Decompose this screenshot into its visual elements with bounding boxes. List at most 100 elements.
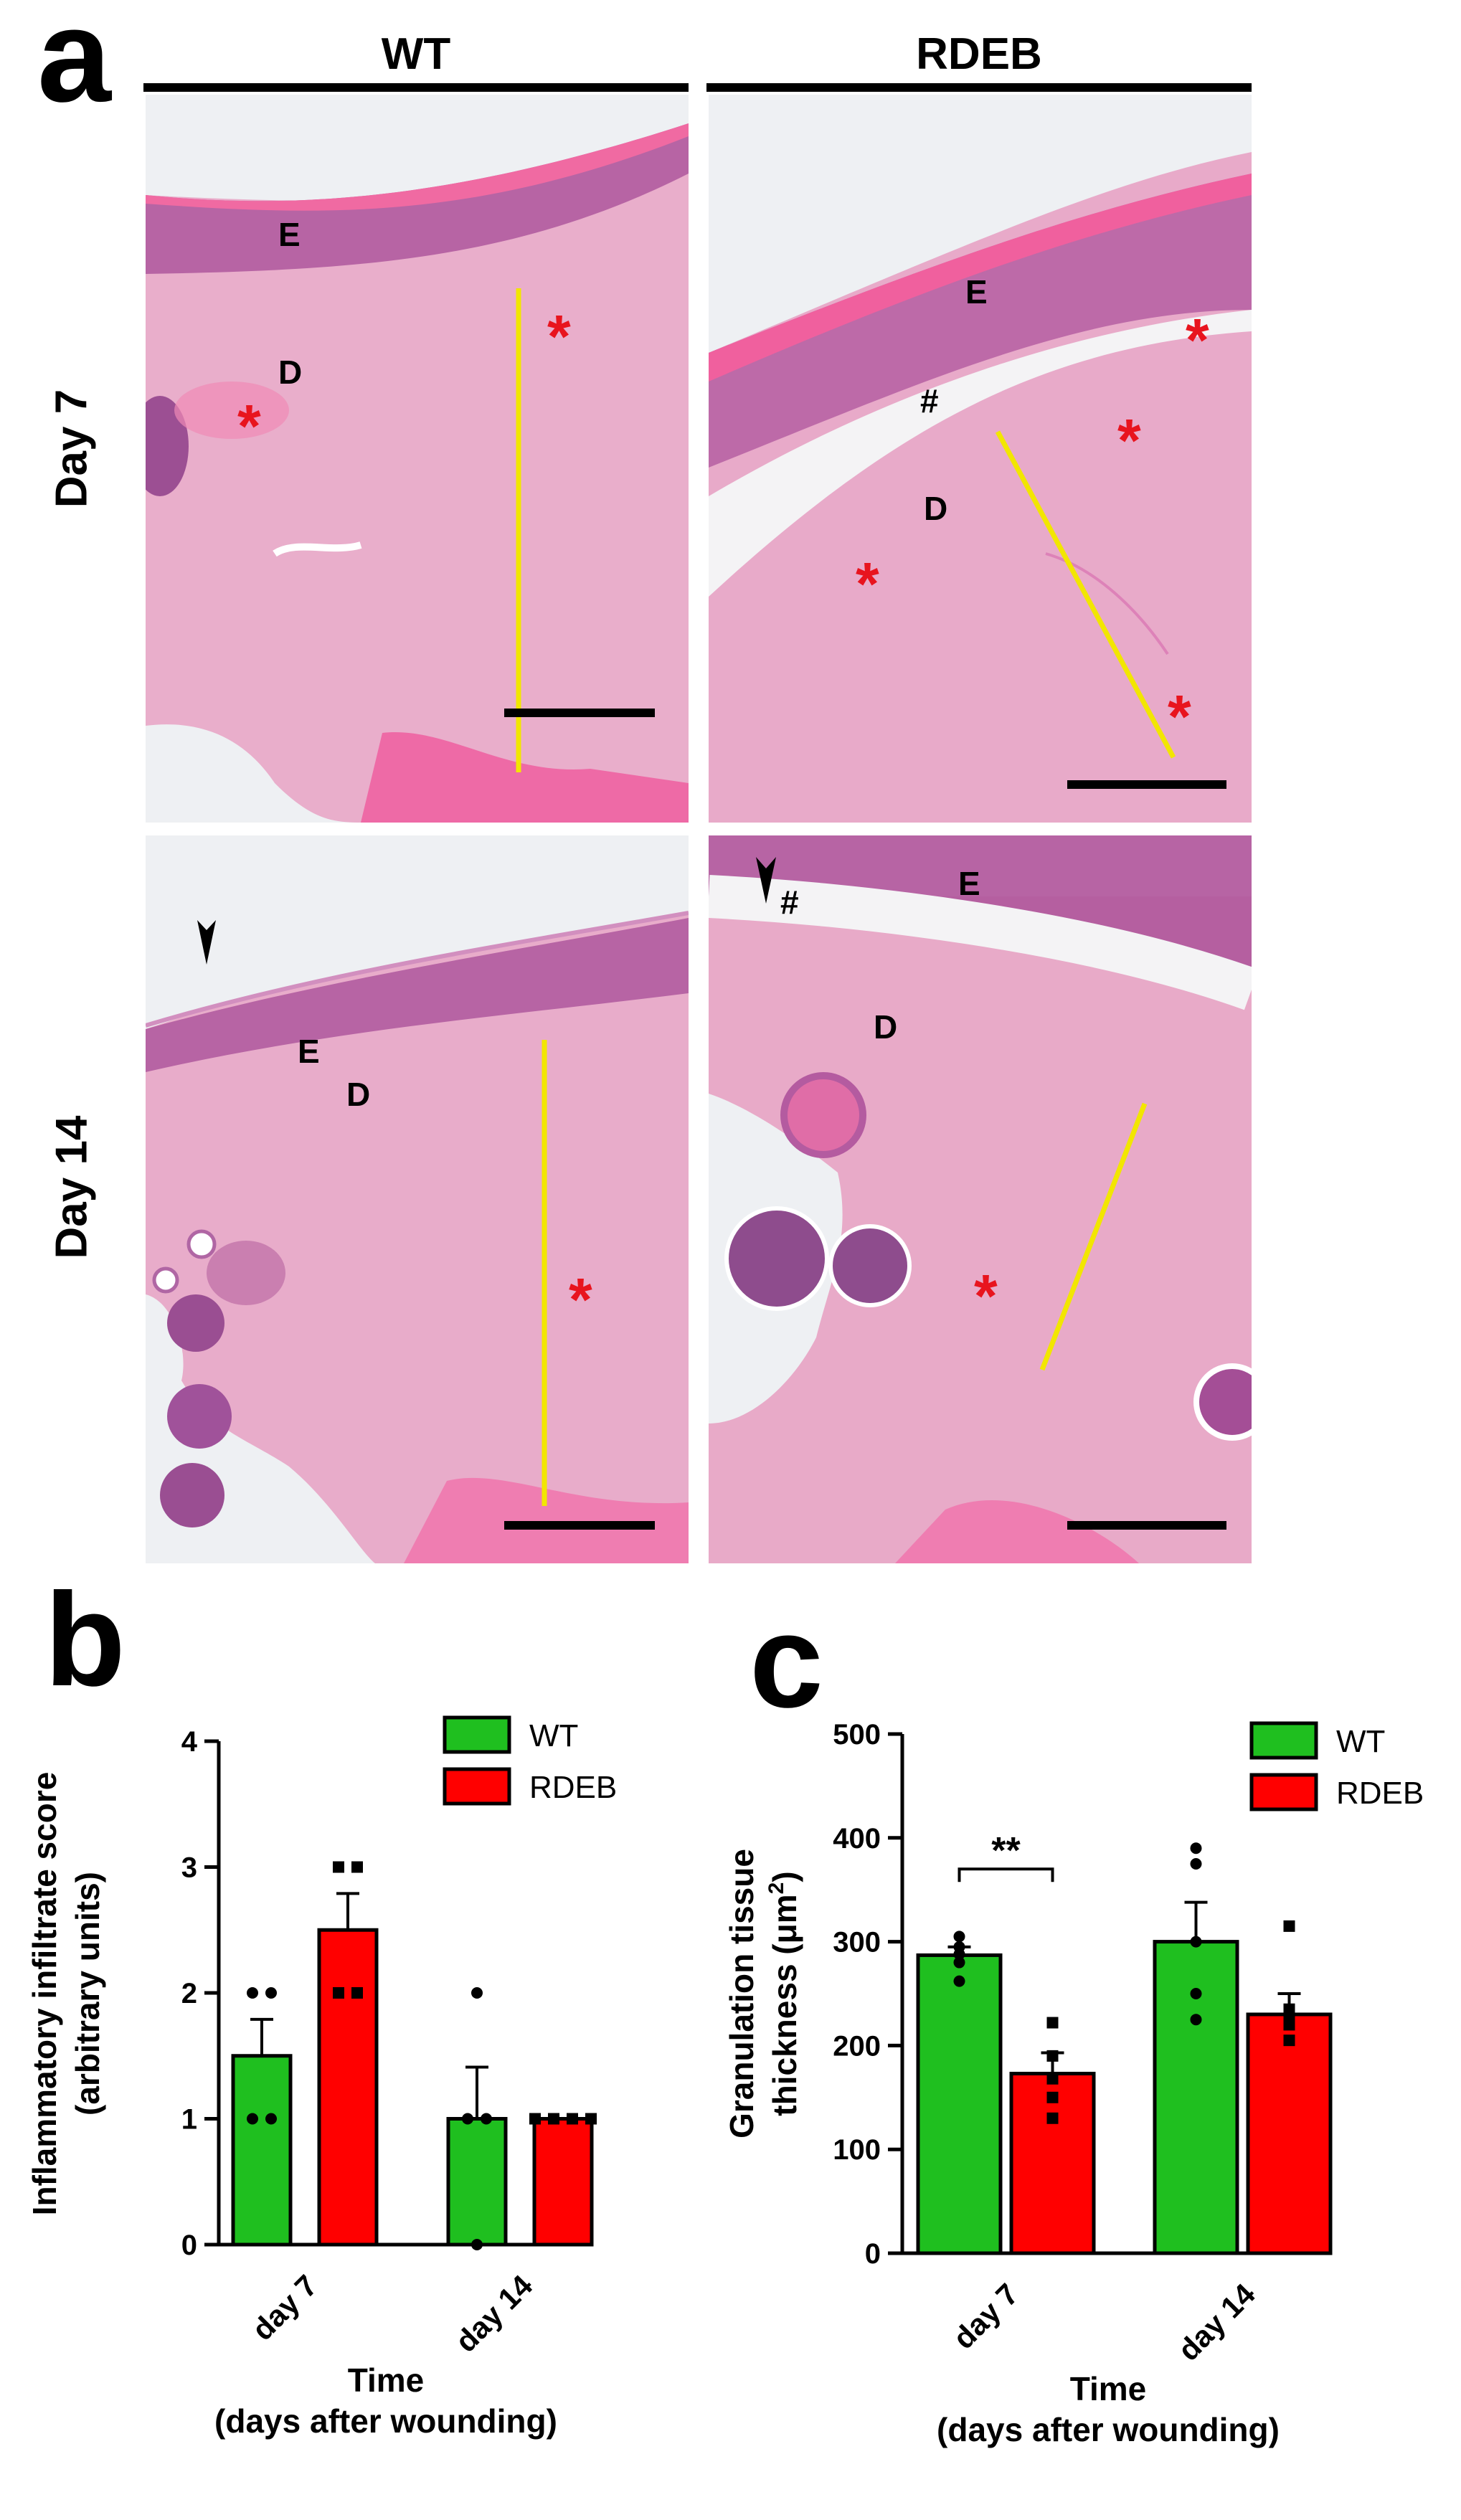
y-tick-label: 1 — [181, 2104, 197, 2136]
data-point — [462, 2113, 473, 2125]
legend-label-rdeb: RDEB — [1336, 1776, 1424, 1811]
data-point — [1283, 1920, 1295, 1932]
y-axis-unit-superscript: 2 — [765, 1882, 788, 1895]
data-point — [1283, 2035, 1295, 2047]
y-tick-label: 0 — [865, 2238, 881, 2270]
data-point — [953, 1948, 965, 1960]
data-point — [529, 2113, 541, 2125]
column-bar-rdeb — [706, 83, 1252, 92]
bar-rdeb-day7 — [317, 1928, 379, 2247]
data-point — [333, 1987, 344, 1999]
y-tick-label: 200 — [833, 2030, 881, 2062]
x-axis-subtitle: (days after wounding) — [214, 2402, 557, 2440]
data-point — [1046, 2112, 1059, 2124]
bar-rdeb-day14 — [1246, 2012, 1333, 2255]
x-tick-label: day 14 — [449, 2268, 539, 2359]
significance-bracket — [958, 1867, 1054, 1882]
legend-label-wt: WT — [529, 1718, 578, 1753]
x-axis-title: Time — [348, 2362, 425, 2399]
data-point — [1190, 1858, 1202, 1870]
label-hash: # — [780, 884, 799, 921]
data-point — [351, 1861, 363, 1873]
red-asterisk: * — [856, 550, 879, 617]
data-point — [1190, 2014, 1202, 2026]
micrograph-wt-day7: E D * * — [146, 95, 689, 823]
significance-label: ** — [991, 1830, 1021, 1872]
data-point — [1283, 2008, 1295, 2020]
y-tick-label: 100 — [833, 2134, 881, 2166]
x-axis-title: Time — [1070, 2370, 1147, 2407]
row-header-day7: Day 7 — [47, 389, 97, 508]
data-point — [265, 1987, 277, 1999]
y-tick-label: 500 — [833, 1719, 881, 1751]
data-point — [1190, 1988, 1202, 1999]
data-point — [585, 2113, 597, 2125]
x-tick-label: day 7 — [245, 2268, 323, 2346]
data-point — [567, 2113, 578, 2125]
red-asterisk: * — [547, 303, 571, 370]
red-asterisk: * — [237, 392, 261, 460]
micrograph-wt-day14: E D * — [146, 835, 689, 1563]
data-point — [953, 1975, 965, 1987]
label-hash: # — [920, 382, 939, 420]
y-axis-unit-close: ) — [766, 1871, 803, 1882]
column-bar-wt — [143, 83, 689, 92]
y-axis-unit: thickness (μm — [766, 1894, 803, 2116]
y-tick-label: 300 — [833, 1927, 881, 1958]
x-tick-label: day 14 — [1171, 2277, 1262, 2367]
y-axis-title: Granulation tissue — [723, 1849, 760, 2138]
label-dermis: D — [346, 1076, 371, 1113]
data-point — [953, 1956, 965, 1969]
data-point — [548, 2113, 559, 2125]
legend-swatch-wt — [443, 1715, 511, 1754]
label-dermis: D — [924, 490, 948, 527]
red-asterisk: * — [1117, 407, 1141, 474]
chart-c: 0 100 200 300 400 500 day 7 day 14 WT RDEB Time (da… — [717, 1678, 1461, 2516]
y-tick-label: 3 — [181, 1852, 197, 1884]
label-epidermis: E — [278, 216, 301, 253]
red-asterisk: * — [974, 1262, 998, 1330]
chart-b-svg: 0 1 2 3 4 day 7 day 14 WT RDEB Time(days after wo… — [26, 1715, 617, 2440]
x-tick-label: day 7 — [947, 2277, 1025, 2355]
y-axis-subtitle: (arbitrary units) — [69, 1872, 106, 2116]
panel-b-letter: b — [44, 1566, 126, 1714]
data-point — [1190, 1936, 1202, 1948]
data-point — [265, 2113, 277, 2125]
data-point — [1046, 2091, 1059, 2103]
data-point — [351, 1987, 363, 1999]
label-dermis: D — [874, 1008, 898, 1046]
bar-rdeb-day7 — [1009, 2071, 1096, 2255]
y-tick-label: 2 — [181, 1978, 197, 2009]
data-point — [481, 2113, 492, 2125]
panel-a-letter: a — [37, 0, 111, 130]
data-point — [1190, 1842, 1202, 1855]
bar-wt-day7 — [916, 1953, 1003, 2255]
legend-label-wt: WT — [1336, 1724, 1385, 1759]
bar-rdeb-day14 — [532, 2117, 594, 2247]
column-header-rdeb: RDEB — [916, 29, 1042, 79]
label-epidermis: E — [298, 1033, 320, 1070]
red-asterisk: * — [569, 1266, 592, 1333]
data-point — [471, 2239, 483, 2250]
label-epidermis: E — [958, 865, 980, 902]
micrograph-rdeb-day7: E D # * * * * — [709, 95, 1252, 823]
column-header-wt: WT — [381, 29, 451, 79]
row-header-day14: Day 14 — [47, 1115, 97, 1259]
y-tick-label: 4 — [181, 1726, 198, 1758]
legend-swatch-rdeb — [443, 1767, 511, 1806]
micrograph-rdeb-day14: E D # * — [709, 835, 1252, 1563]
red-asterisk: * — [1168, 683, 1191, 750]
bar-wt-day7 — [231, 2054, 293, 2247]
legend-swatch-rdeb — [1249, 1773, 1318, 1811]
data-point — [247, 2113, 258, 2125]
x-axis-subtitle: (days after wounding) — [937, 2411, 1280, 2448]
data-point — [1046, 2050, 1059, 2062]
label-epidermis: E — [965, 273, 988, 311]
data-point — [247, 1987, 258, 1999]
legend-label-rdeb: RDEB — [529, 1770, 617, 1805]
data-point — [471, 1987, 483, 1999]
y-tick-label: 400 — [833, 1823, 881, 1855]
red-asterisk: * — [1186, 306, 1209, 374]
data-point — [333, 1861, 344, 1873]
data-point — [953, 1931, 965, 1943]
